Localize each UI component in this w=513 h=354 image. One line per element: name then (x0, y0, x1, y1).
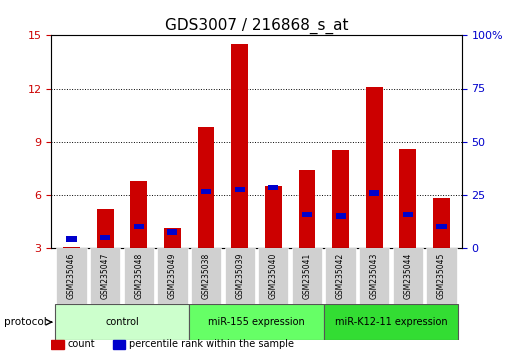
Text: protocol: protocol (4, 317, 46, 327)
Text: GSM235043: GSM235043 (370, 253, 379, 299)
Title: GDS3007 / 216868_s_at: GDS3007 / 216868_s_at (165, 18, 348, 34)
Bar (231, 44, 248, 248)
Bar (302, 212, 312, 217)
Bar (164, 228, 181, 248)
Bar (400, 149, 416, 248)
Bar (265, 186, 282, 248)
FancyBboxPatch shape (225, 248, 255, 304)
Text: GSM235040: GSM235040 (269, 253, 278, 299)
Bar (198, 127, 214, 248)
FancyBboxPatch shape (56, 248, 87, 304)
Bar (403, 212, 413, 217)
FancyBboxPatch shape (292, 248, 322, 304)
FancyBboxPatch shape (157, 248, 188, 304)
Bar (167, 229, 177, 235)
Bar (113, 340, 125, 349)
Bar (134, 224, 144, 229)
Bar (332, 150, 349, 248)
FancyBboxPatch shape (426, 248, 457, 304)
Text: GSM235046: GSM235046 (67, 253, 76, 299)
FancyBboxPatch shape (55, 304, 189, 340)
Bar (100, 235, 110, 240)
Bar (67, 236, 76, 241)
Bar (433, 198, 450, 248)
Bar (366, 87, 383, 248)
Bar (51, 340, 64, 349)
Bar (437, 224, 446, 229)
Bar (369, 190, 379, 196)
Text: control: control (105, 317, 139, 327)
Text: GSM235048: GSM235048 (134, 253, 143, 299)
Bar (299, 170, 315, 248)
FancyBboxPatch shape (324, 304, 458, 340)
FancyBboxPatch shape (189, 304, 324, 340)
Text: count: count (68, 339, 95, 349)
Text: GSM235042: GSM235042 (336, 253, 345, 299)
FancyBboxPatch shape (191, 248, 221, 304)
Text: GSM235039: GSM235039 (235, 253, 244, 299)
Text: GSM235038: GSM235038 (202, 253, 210, 299)
Bar (63, 247, 80, 248)
Bar (201, 189, 211, 194)
Text: percentile rank within the sample: percentile rank within the sample (129, 339, 294, 349)
Text: GSM235049: GSM235049 (168, 253, 177, 299)
FancyBboxPatch shape (258, 248, 288, 304)
Text: GSM235045: GSM235045 (437, 253, 446, 299)
Bar (268, 185, 279, 190)
Text: miR-K12-11 expression: miR-K12-11 expression (335, 317, 447, 327)
FancyBboxPatch shape (359, 248, 389, 304)
FancyBboxPatch shape (90, 248, 120, 304)
FancyBboxPatch shape (124, 248, 154, 304)
Bar (234, 187, 245, 192)
FancyBboxPatch shape (325, 248, 356, 304)
Text: miR-155 expression: miR-155 expression (208, 317, 305, 327)
Bar (97, 209, 113, 248)
FancyBboxPatch shape (393, 248, 423, 304)
Text: GSM235044: GSM235044 (403, 253, 412, 299)
Text: GSM235047: GSM235047 (101, 253, 110, 299)
Bar (130, 181, 147, 248)
Bar (336, 213, 346, 219)
Text: GSM235041: GSM235041 (303, 253, 311, 299)
